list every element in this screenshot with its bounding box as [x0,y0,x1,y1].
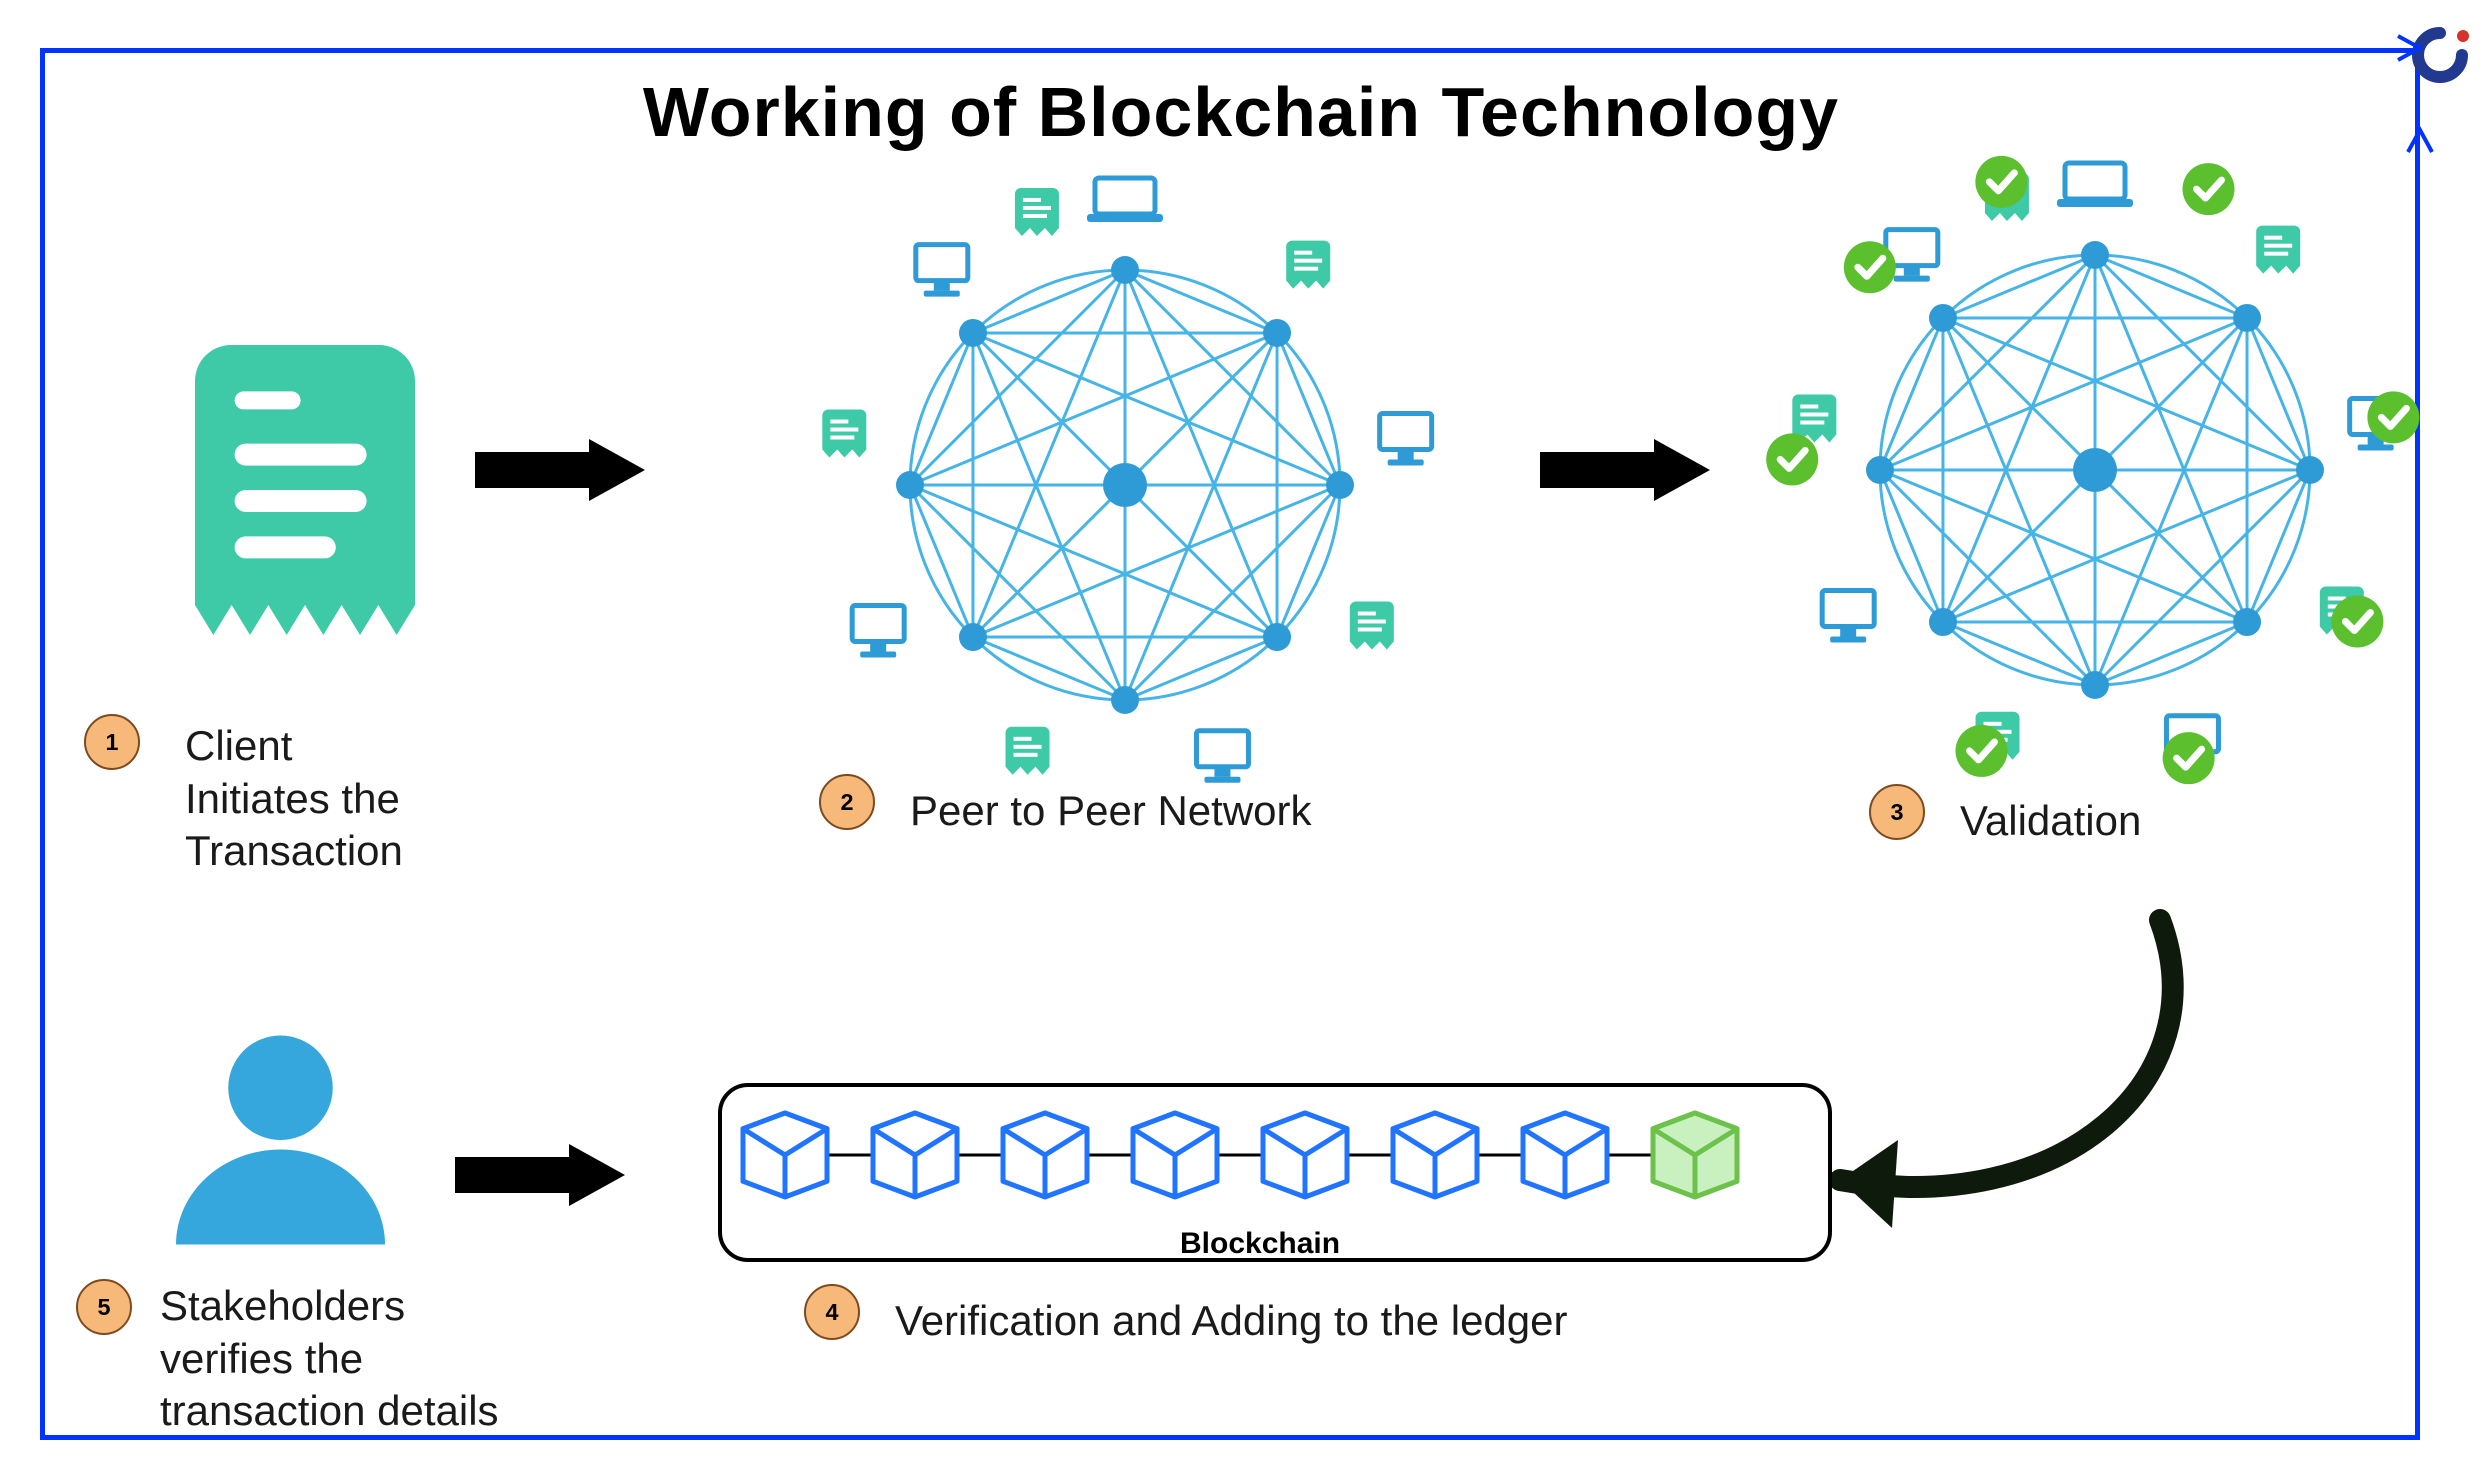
step-label-5: Stakeholdersverifies thetransaction deta… [160,1280,499,1438]
step-label-4: Verification and Adding to the ledger [895,1295,1568,1348]
step-label-2: Peer to Peer Network [910,785,1312,838]
step-label-1: ClientInitiates theTransaction [185,720,403,878]
blockchain-label: Blockchain [1180,1225,1340,1263]
step-badge-1: 1 [84,714,140,770]
step-badge-5: 5 [76,1279,132,1335]
step-badge-4: 4 [804,1284,860,1340]
step-badge-2: 2 [819,774,875,830]
stakeholder-user-icon [138,988,423,1273]
step-label-3: Validation [1960,795,2141,848]
diagram-canvas: Working of Blockchain Technology Blockch… [0,0,2482,1470]
step-badge-3: 3 [1869,784,1925,840]
